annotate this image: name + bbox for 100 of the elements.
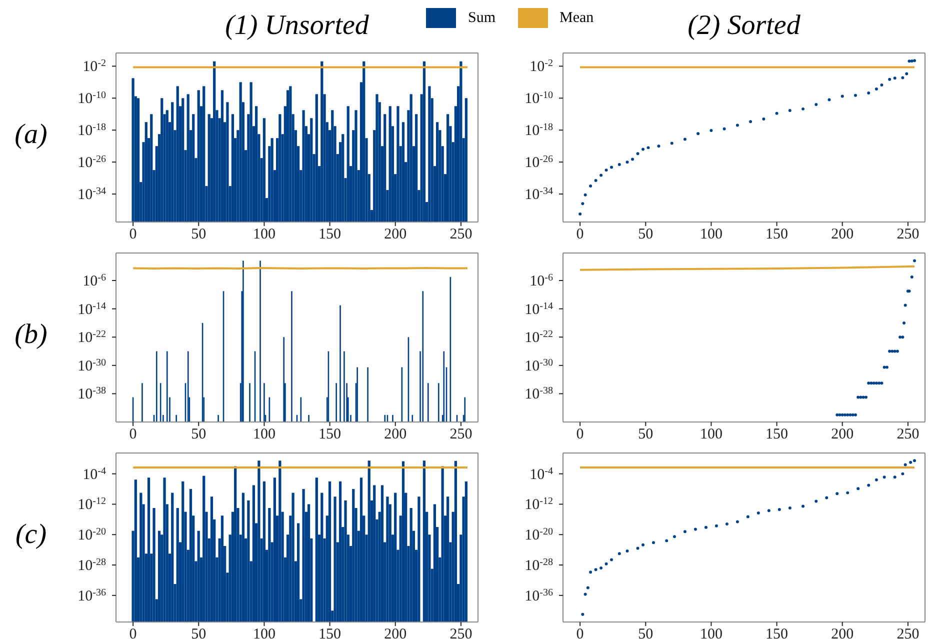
point [856, 487, 860, 490]
point [584, 193, 587, 196]
y-tick-label: 10$^{-10}$ [524, 90, 553, 108]
point [840, 413, 844, 416]
point [600, 174, 603, 177]
y-tick-label: 10$^{-28}$ [524, 556, 553, 574]
x-tick-label: 0 [576, 426, 584, 443]
y-tick-label: 10$^{-2}$ [530, 58, 553, 76]
point [604, 168, 608, 172]
point [901, 472, 904, 476]
x-tick-label: 0 [129, 226, 137, 243]
point [683, 530, 686, 534]
point [859, 396, 862, 399]
point [618, 552, 621, 556]
legend-label: Mean [560, 10, 594, 26]
point [888, 350, 892, 353]
x-tick-label: 150 [766, 426, 788, 443]
x-tick-label: 200 [384, 426, 407, 443]
point [888, 78, 892, 81]
point [864, 396, 868, 399]
legend-label: Sum [468, 10, 496, 26]
point [631, 158, 634, 161]
point [874, 382, 878, 385]
x-tick-label: 150 [318, 626, 342, 639]
point [778, 508, 781, 512]
point [882, 476, 886, 479]
point [838, 413, 842, 416]
x-tick-label: 50 [638, 226, 654, 243]
x-tick-label: 50 [638, 426, 654, 443]
y-tick-label: 10$^{-38}$ [78, 385, 106, 403]
point [642, 543, 644, 546]
point [767, 509, 770, 512]
x-tick-label: 100 [700, 226, 722, 243]
point [604, 562, 608, 566]
y-tick-label: 10$^{-14}$ [524, 300, 553, 318]
y-tick-label: 10$^{-34}$ [524, 186, 553, 204]
x-tick-label: 200 [384, 626, 407, 639]
x-tick-label: 200 [831, 626, 854, 639]
point [589, 184, 592, 188]
point [788, 109, 792, 112]
point [600, 566, 603, 570]
y-tick-label: 10$^{-22}$ [78, 328, 106, 346]
point [867, 382, 870, 385]
point [893, 476, 896, 479]
x-tick-label: 100 [700, 626, 722, 639]
point [746, 515, 750, 518]
point [846, 413, 850, 416]
point [898, 336, 902, 339]
y-tick-label: 10$^{-6}$ [530, 272, 553, 290]
x-tick-label: 0 [129, 626, 137, 639]
y-tick-label: 10$^{-12}$ [524, 496, 553, 514]
x-tick-label: 0 [129, 426, 137, 443]
point [910, 60, 914, 62]
x-tick-label: 250 [450, 226, 472, 243]
point [694, 528, 697, 531]
point [901, 336, 904, 339]
point [626, 549, 629, 552]
point [670, 142, 674, 145]
y-tick-label: 10$^{-22}$ [524, 328, 553, 346]
point [646, 146, 650, 150]
x-tick-label: 250 [450, 426, 472, 443]
y-tick-label: 10$^{-6}$ [82, 272, 106, 290]
point [762, 118, 766, 120]
point [854, 413, 857, 416]
point [913, 59, 916, 62]
point [584, 592, 587, 596]
y-tick-label: 10$^{-30}$ [524, 356, 553, 374]
point [736, 520, 739, 524]
y-tick-label: 10$^{-28}$ [78, 556, 106, 574]
point [814, 103, 818, 106]
point [626, 160, 629, 164]
point [642, 148, 644, 151]
point [846, 491, 850, 494]
x-tick-label: 150 [766, 226, 788, 243]
point [836, 413, 839, 416]
y-tick-label: 10$^{-2}$ [82, 58, 106, 76]
x-tick-label: 200 [384, 226, 407, 243]
y-tick-label: 10$^{-36}$ [78, 586, 106, 604]
y-tick-label: 10$^{-20}$ [524, 526, 553, 544]
point [867, 484, 870, 487]
y-axis-title: (b) [14, 319, 48, 351]
point [874, 478, 878, 482]
point [848, 413, 852, 416]
y-tick-label: 10$^{-4}$ [530, 465, 553, 483]
point [856, 396, 860, 399]
point [594, 568, 598, 572]
x-tick-label: 250 [450, 626, 472, 639]
y-tick-label: 10$^{-18}$ [78, 122, 106, 140]
point [904, 304, 907, 307]
y-tick-label: 10$^{-30}$ [78, 356, 106, 374]
point [775, 112, 778, 115]
x-tick-label: 200 [831, 226, 854, 243]
y-tick-label: 10$^{-4}$ [82, 465, 106, 483]
point [840, 94, 844, 98]
point [825, 496, 828, 500]
point [618, 162, 621, 166]
y-axis-title: (c) [14, 519, 48, 551]
x-tick-label: 100 [252, 226, 276, 243]
point [578, 212, 582, 216]
point [836, 492, 839, 496]
